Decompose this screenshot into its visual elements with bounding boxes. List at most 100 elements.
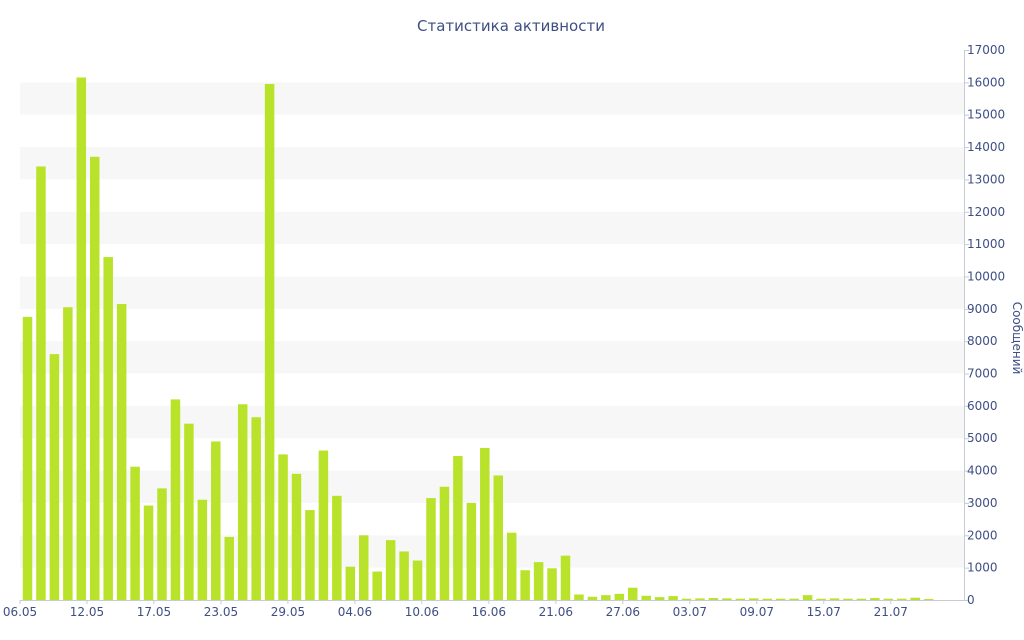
bar <box>36 166 46 600</box>
bar <box>291 473 302 600</box>
bar <box>439 486 450 600</box>
bar <box>332 495 342 600</box>
y-tick-label: 15000 <box>967 108 1005 122</box>
bar <box>547 568 557 600</box>
y-tick-label: 17000 <box>967 43 1005 57</box>
bar <box>157 488 167 600</box>
bar <box>318 450 329 600</box>
bar <box>372 571 382 600</box>
bar <box>251 417 261 600</box>
y-tick-label: 2000 <box>967 528 998 542</box>
x-tick-label: 27.06 <box>606 605 640 619</box>
bar <box>628 587 638 600</box>
bar <box>493 475 503 600</box>
bar <box>560 555 571 600</box>
bar <box>143 505 154 600</box>
x-tick-label: 15.07 <box>807 605 841 619</box>
y-tick-label: 11000 <box>967 237 1005 251</box>
bar <box>802 595 813 600</box>
bar <box>614 593 625 600</box>
bar <box>695 598 705 600</box>
bar <box>775 598 786 600</box>
bar <box>224 536 234 600</box>
bar <box>735 598 746 600</box>
x-tick-label: 04.06 <box>338 605 372 619</box>
x-tick-label: 10.06 <box>405 605 439 619</box>
x-tick-label: 03.07 <box>673 605 707 619</box>
bar <box>116 303 127 600</box>
y-tick-label: 9000 <box>967 302 998 316</box>
bar <box>197 499 208 600</box>
y-tick-label: 4000 <box>967 464 998 478</box>
bar <box>587 596 598 600</box>
bar <box>22 316 33 600</box>
bar <box>63 307 73 600</box>
bar <box>278 454 288 600</box>
x-tick-label: 12.05 <box>70 605 104 619</box>
bar <box>843 598 853 600</box>
bar <box>789 598 799 600</box>
y-tick-label: 3000 <box>967 496 998 510</box>
bar <box>722 598 732 600</box>
bar <box>399 551 409 600</box>
bar <box>533 562 544 600</box>
grid-band <box>20 341 964 374</box>
bar <box>856 598 867 600</box>
bar <box>883 598 894 600</box>
bar <box>264 83 275 601</box>
x-tick-label: 16.06 <box>472 605 506 619</box>
grid-bands <box>20 82 964 568</box>
bar <box>170 399 181 600</box>
grid-band <box>20 147 964 180</box>
chart-title: Статистика активности <box>417 17 605 35</box>
y-tick-label: 13000 <box>967 172 1005 186</box>
bar <box>480 447 490 600</box>
bar <box>910 597 920 600</box>
bar <box>76 77 87 600</box>
bar <box>49 354 60 600</box>
bar <box>762 598 772 600</box>
x-tick-label: 21.06 <box>539 605 573 619</box>
grid-band <box>20 405 964 439</box>
bar <box>897 598 907 600</box>
grid-band <box>20 82 964 115</box>
bar <box>654 597 665 600</box>
x-tick-label: 29.05 <box>271 605 305 619</box>
bar <box>601 595 611 600</box>
bar <box>466 502 477 600</box>
x-tick-label: 06.05 <box>3 605 37 619</box>
bar <box>829 598 840 600</box>
bar <box>708 598 719 600</box>
bar <box>237 404 248 600</box>
bar <box>681 598 692 600</box>
bar <box>211 441 221 600</box>
x-tick-label: 21.07 <box>874 605 908 619</box>
bar <box>103 257 113 600</box>
y-tick-label: 10000 <box>967 269 1005 283</box>
y-tick-label: 12000 <box>967 205 1005 219</box>
y-tick-label: 7000 <box>967 367 998 381</box>
y-axis-label: Сообщений <box>1010 302 1024 375</box>
bar-series <box>22 77 934 601</box>
y-axis-ticks: 0 1000 2000 3000 4000 5000 6000 7000 8000 9000 100… <box>964 43 1005 607</box>
y-tick-label: 14000 <box>967 140 1005 154</box>
bar <box>641 595 651 600</box>
bar <box>574 594 584 600</box>
bar <box>90 156 100 600</box>
grid-band <box>20 211 964 245</box>
bar <box>816 598 826 600</box>
bar <box>345 566 356 600</box>
x-tick-label: 09.07 <box>740 605 774 619</box>
y-tick-label: 8000 <box>967 334 998 348</box>
y-tick-label: 1000 <box>967 561 998 575</box>
bar <box>184 423 194 600</box>
y-tick-label: 6000 <box>967 399 998 413</box>
bar <box>412 560 423 600</box>
bar <box>130 466 140 600</box>
bar <box>870 598 880 600</box>
bar <box>359 535 369 600</box>
bar <box>453 456 463 600</box>
bar <box>506 532 517 600</box>
bar <box>668 596 678 600</box>
